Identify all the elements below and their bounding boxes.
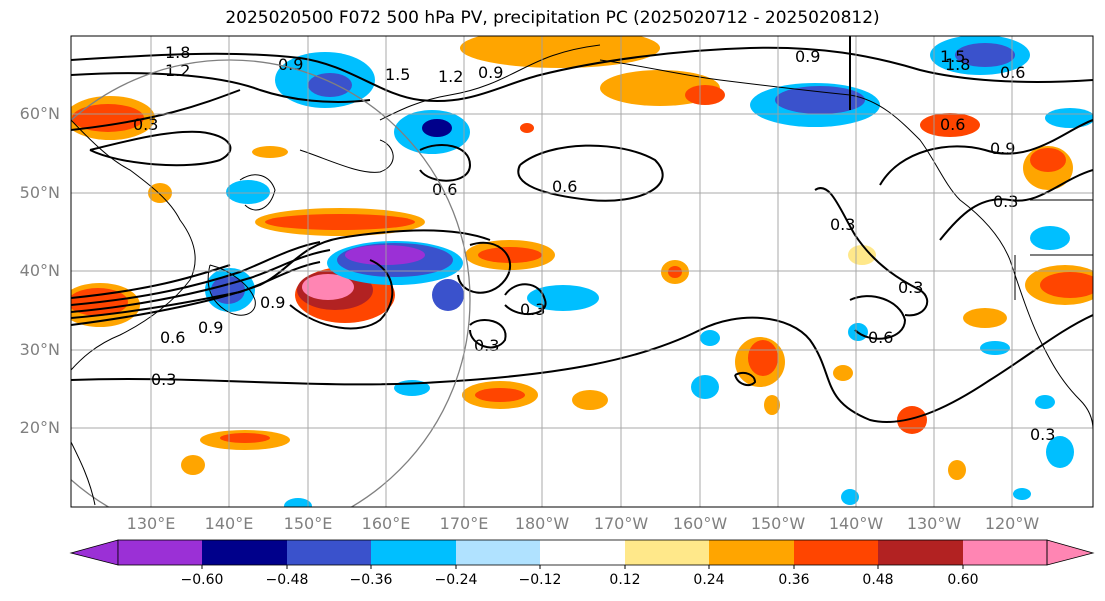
colorbar-tick-label: 0.36 — [778, 572, 810, 588]
contour-label: 0.6 — [940, 115, 965, 134]
contour-label: 0.9 — [198, 318, 223, 337]
contour-label: 1.5 — [940, 47, 965, 66]
colorbar — [69, 539, 1095, 569]
colorbar-min-arrow — [69, 539, 119, 566]
colorbar-swatch — [963, 540, 1047, 565]
colorbar-tick-label: −0.60 — [180, 572, 224, 588]
lon-label: 170°E — [439, 514, 489, 533]
lon-label: 120°W — [984, 514, 1040, 533]
colorbar-swatch — [794, 540, 878, 565]
contour-label: 1.8 — [165, 43, 190, 62]
contour-label: 0.9 — [478, 63, 503, 82]
colorbar-tick-label: 0.24 — [693, 572, 725, 588]
coastlines — [71, 44, 1093, 506]
lon-label: 160°E — [361, 514, 411, 533]
colorbar-tick-label: 0.12 — [609, 572, 641, 588]
colorbar-swatch — [371, 540, 456, 565]
colorbar-swatch — [287, 540, 371, 565]
lon-label: 130°W — [906, 514, 962, 533]
lat-label: 50°N — [19, 183, 60, 202]
contour-label: 0.3 — [898, 278, 923, 297]
lon-label: 180°W — [514, 514, 570, 533]
colorbar-swatch — [456, 540, 540, 565]
colorbar-tick-label: −0.48 — [265, 572, 309, 588]
colorbar-swatch — [202, 540, 287, 565]
contour-label: 0.6 — [868, 328, 893, 347]
contour-label: 0.9 — [278, 55, 303, 74]
reference-circle — [71, 59, 471, 507]
colorbar-outline — [117, 539, 1048, 566]
lon-label: 140°W — [828, 514, 884, 533]
contour-label: 0.3 — [474, 336, 499, 355]
contour-label: 0.3 — [151, 370, 176, 389]
contour-label: 0.9 — [260, 293, 285, 312]
contour-label: 0.6 — [432, 180, 457, 199]
colorbar-swatch — [625, 540, 709, 565]
lat-label: 60°N — [19, 104, 60, 123]
colorbar-tick-label: 0.60 — [947, 572, 979, 588]
lat-label: 20°N — [19, 418, 60, 437]
colorbar-swatch — [118, 540, 202, 565]
precip-shading — [71, 36, 1093, 507]
map-frame — [70, 35, 1094, 508]
lon-label: 130°E — [126, 514, 176, 533]
lon-label: 150°E — [283, 514, 333, 533]
graticule — [71, 36, 1093, 507]
contour-label: 1.5 — [385, 65, 410, 84]
contour-label: 0.3 — [993, 192, 1018, 211]
lon-label: 150°W — [750, 514, 806, 533]
colorbar-tick-label: −0.36 — [349, 572, 393, 588]
colorbar-swatch — [709, 540, 794, 565]
colorbar-swatch — [878, 540, 963, 565]
contour-label: 0.3 — [520, 300, 545, 319]
colorbar-max-arrow — [1046, 539, 1095, 566]
lon-label: 140°E — [204, 514, 254, 533]
contour-label: 0.3 — [1030, 425, 1055, 444]
pv-contours — [71, 36, 1093, 423]
lat-label: 30°N — [19, 340, 60, 359]
lat-label: 40°N — [19, 261, 60, 280]
contour-label: 0.3 — [830, 215, 855, 234]
contour-label: 0.9 — [990, 139, 1015, 158]
map-title: 2025020500 F072 500 hPa PV, precipitatio… — [225, 8, 880, 28]
contour-label: 1.2 — [438, 67, 463, 86]
colorbar-tick-label: −0.12 — [518, 572, 562, 588]
contour-label: 1.8 — [945, 55, 970, 74]
contour-label: 0.6 — [552, 177, 577, 196]
contour-label: 0.6 — [160, 328, 185, 347]
colorbar-tick-label: −0.24 — [434, 572, 478, 588]
contour-labels: 1.8 1.2 1.5 0.9 1.2 0.9 0.9 1.8 0.6 0.3 … — [133, 43, 1055, 444]
contour-label: 1.2 — [165, 61, 190, 80]
colorbar-swatch — [540, 540, 625, 565]
lon-label: 160°W — [672, 514, 728, 533]
contour-label: 0.3 — [133, 115, 158, 134]
colorbar-tick-label: 0.48 — [862, 572, 894, 588]
lon-label: 170°W — [593, 514, 649, 533]
contour-label: 0.9 — [795, 47, 820, 66]
contour-label: 0.6 — [1000, 63, 1025, 82]
